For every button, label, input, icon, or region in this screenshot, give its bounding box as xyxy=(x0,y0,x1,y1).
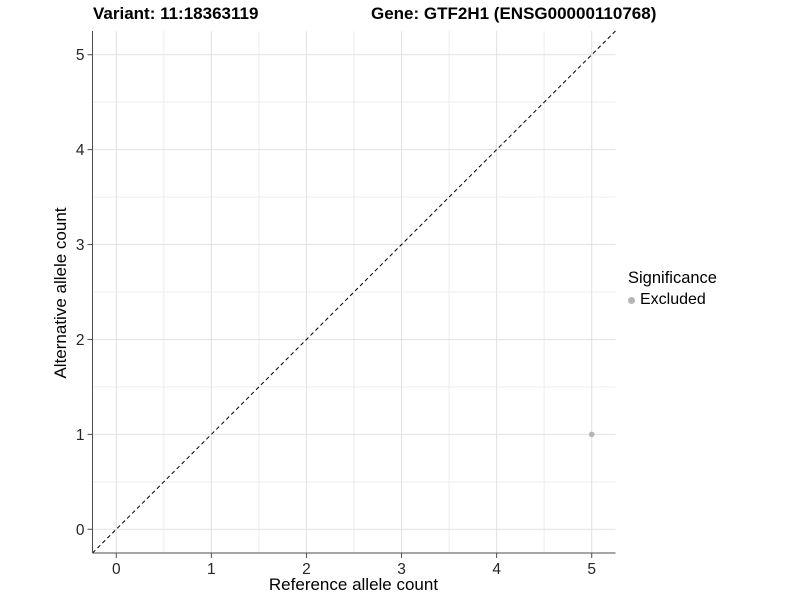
x-tick-label: 4 xyxy=(492,561,501,578)
y-axis-title: Alternative allele count xyxy=(51,207,70,379)
legend: Significance Excluded xyxy=(628,269,717,309)
y-tick-label: 3 xyxy=(76,237,85,254)
x-tick-label: 0 xyxy=(112,561,121,578)
y-tick-label: 4 xyxy=(76,142,85,159)
x-tick-label: 5 xyxy=(587,561,596,578)
gene-title: Gene: GTF2H1 (ENSG00000110768) xyxy=(371,4,657,23)
data-point xyxy=(588,431,595,438)
x-tick-label: 2 xyxy=(302,561,311,578)
legend-entry-excluded: Excluded xyxy=(628,291,717,309)
y-tick-label: 1 xyxy=(76,427,85,444)
x-axis-title: Reference allele count xyxy=(268,575,439,594)
x-tick-label: 1 xyxy=(207,561,216,578)
y-tick-label: 2 xyxy=(76,332,85,349)
y-tick-label: 5 xyxy=(76,47,85,64)
legend-title: Significance xyxy=(628,269,717,287)
variant-title: Variant: 11:18363119 xyxy=(93,4,259,23)
legend-entry-label: Excluded xyxy=(640,291,706,308)
y-tick-label: 0 xyxy=(76,522,85,539)
x-tick-label: 3 xyxy=(397,561,406,578)
legend-point-icon xyxy=(628,296,635,304)
